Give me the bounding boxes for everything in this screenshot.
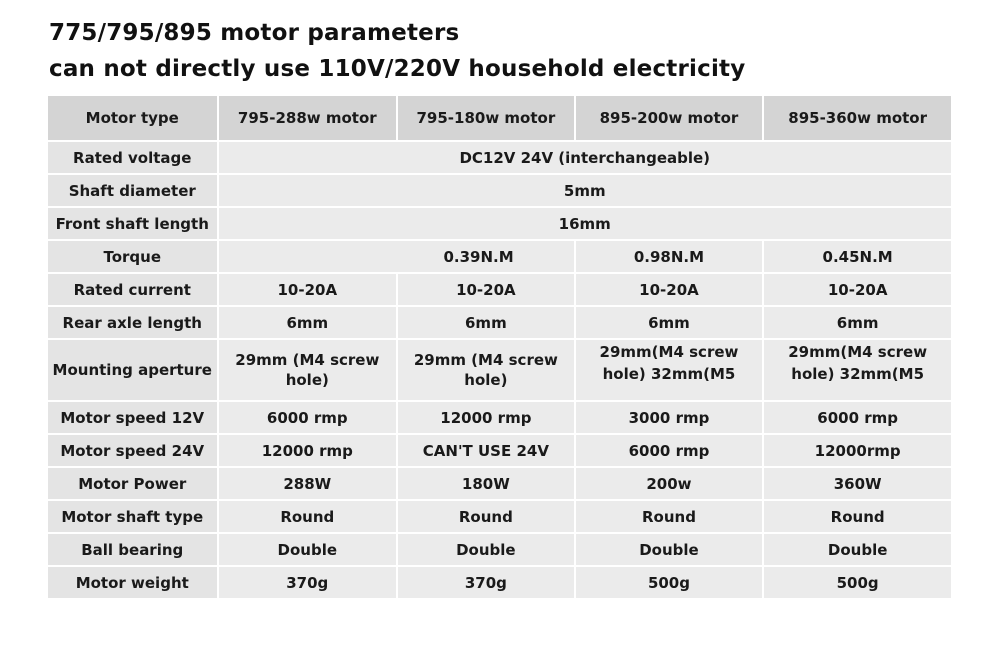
table-row: Motor weight 370g 370g 500g 500g — [48, 567, 951, 598]
table-cell-text: 29mm(M4 screw hole) 32mm(M5 — [788, 343, 928, 383]
table-cell: 12000 rmp — [218, 435, 397, 466]
table-cell: 29mm(M4 screw hole) 32mm(M5 — [764, 340, 951, 400]
table-cell: 3000 rmp — [575, 402, 763, 433]
table-cell: 6mm — [575, 307, 763, 338]
row-label: Shaft diameter — [48, 175, 217, 206]
table-cell-text: 29mm(M4 screw hole) 32mm(M5 — [599, 343, 739, 383]
motor-parameters-table: Motor type 795-288w motor 795-180w motor… — [46, 94, 953, 600]
row-label: Ball bearing — [48, 534, 217, 565]
table-cell: 12000 rmp — [398, 402, 574, 433]
table-cell: Round — [398, 501, 574, 532]
row-label: Rated current — [48, 274, 217, 305]
table-row: Rated current 10-20A 10-20A 10-20A 10-20… — [48, 274, 951, 305]
page-subtitle: can not directly use 110V/220V household… — [49, 56, 746, 82]
table-row: Motor speed 12V 6000 rmp 12000 rmp 3000 … — [48, 402, 951, 433]
table-cell: 200w — [575, 468, 763, 499]
table-cell: 180W — [398, 468, 574, 499]
table-cell: 370g — [398, 567, 574, 598]
table-cell: 0.39N.M — [218, 241, 574, 272]
table-row: Motor Power 288W 180W 200w 360W — [48, 468, 951, 499]
header-895-360w: 895-360w motor — [764, 96, 951, 140]
table-cell: Double — [218, 534, 397, 565]
table-cell: 10-20A — [575, 274, 763, 305]
row-label: Motor speed 12V — [48, 402, 217, 433]
table-cell: 5mm — [218, 175, 951, 206]
table-cell: Round — [218, 501, 397, 532]
table-cell: 500g — [575, 567, 763, 598]
table-row: Motor shaft type Round Round Round Round — [48, 501, 951, 532]
row-label: Torque — [48, 241, 217, 272]
table-cell: Round — [764, 501, 951, 532]
table-row: Rated voltage DC12V 24V (interchangeable… — [48, 142, 951, 173]
row-label: Motor shaft type — [48, 501, 217, 532]
header-motor-type: Motor type — [48, 96, 217, 140]
table-cell: 0.98N.M — [575, 241, 763, 272]
header-795-180w: 795-180w motor — [398, 96, 574, 140]
row-label: Motor speed 24V — [48, 435, 217, 466]
row-label: Rated voltage — [48, 142, 217, 173]
row-label: Motor weight — [48, 567, 217, 598]
table-header-row: Motor type 795-288w motor 795-180w motor… — [48, 96, 951, 140]
table-cell: 29mm (M4 screw hole) — [218, 340, 397, 400]
table-row: Torque 0.39N.M 0.98N.M 0.45N.M — [48, 241, 951, 272]
table-cell: 16mm — [218, 208, 951, 239]
header-795-288w: 795-288w motor — [218, 96, 397, 140]
table-cell: Double — [764, 534, 951, 565]
table-cell: 10-20A — [764, 274, 951, 305]
table-cell: 29mm(M4 screw hole) 32mm(M5 — [575, 340, 763, 400]
table-row: Mounting aperture 29mm (M4 screw hole) 2… — [48, 340, 951, 400]
table-cell: 288W — [218, 468, 397, 499]
table-cell: 10-20A — [398, 274, 574, 305]
table-row: Front shaft length 16mm — [48, 208, 951, 239]
table-cell: 6000 rmp — [764, 402, 951, 433]
table-cell: 6mm — [764, 307, 951, 338]
table-cell: 10-20A — [218, 274, 397, 305]
table-cell: 360W — [764, 468, 951, 499]
table-cell: Round — [575, 501, 763, 532]
table-cell: 6mm — [398, 307, 574, 338]
table-row: Ball bearing Double Double Double Double — [48, 534, 951, 565]
row-label: Motor Power — [48, 468, 217, 499]
page-title: 775/795/895 motor parameters — [49, 20, 460, 46]
table-row: Rear axle length 6mm 6mm 6mm 6mm — [48, 307, 951, 338]
table-cell: 0.45N.M — [764, 241, 951, 272]
header-895-200w: 895-200w motor — [575, 96, 763, 140]
row-label: Rear axle length — [48, 307, 217, 338]
row-label: Front shaft length — [48, 208, 217, 239]
table-cell: CAN'T USE 24V — [398, 435, 574, 466]
table-row: Shaft diameter 5mm — [48, 175, 951, 206]
table-cell: DC12V 24V (interchangeable) — [218, 142, 951, 173]
row-label: Mounting aperture — [48, 340, 217, 400]
table-cell: 12000rmp — [764, 435, 951, 466]
table-cell: 370g — [218, 567, 397, 598]
table-cell: Double — [398, 534, 574, 565]
table-cell: 6000 rmp — [575, 435, 763, 466]
table-row: Motor speed 24V 12000 rmp CAN'T USE 24V … — [48, 435, 951, 466]
table-cell: Double — [575, 534, 763, 565]
table-cell: 6mm — [218, 307, 397, 338]
table-cell: 29mm (M4 screw hole) — [398, 340, 574, 400]
table-cell: 6000 rmp — [218, 402, 397, 433]
table-cell: 500g — [764, 567, 951, 598]
